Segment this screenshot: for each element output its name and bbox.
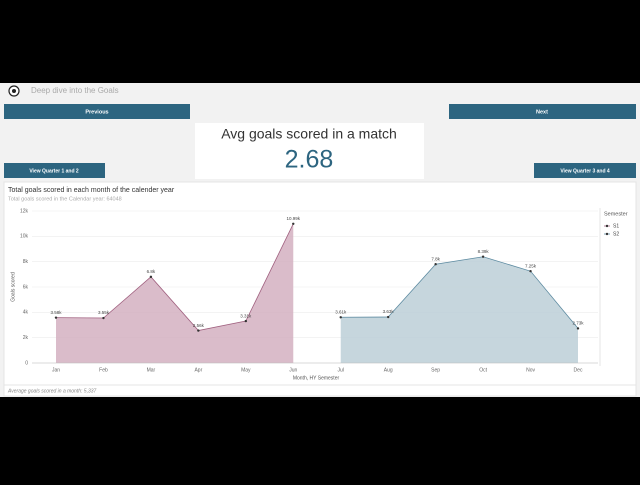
y-axis-label: Goals scored [10,272,16,302]
x-tick-label: Jan [52,367,60,373]
button-label: Previous [85,109,108,115]
data-point [54,316,58,319]
data-label: 10.99k [287,216,301,221]
x-tick-label: Sep [431,367,440,373]
data-point [102,316,105,320]
next-button[interactable]: Next [449,104,636,119]
data-label: 8.39k [478,249,490,254]
data-point [197,329,200,332]
x-tick-label: Nov [526,367,535,373]
data-label: 7.8k [431,256,440,261]
data-label: 3.63k [383,309,395,314]
ball-icon-center [12,89,16,93]
data-label: 2.73k [572,321,584,326]
button-bg [4,104,190,119]
button-bg [4,163,105,178]
data-point [339,316,342,319]
button-label: View Quarter 3 and 4 [560,168,610,174]
y-tick-label: 0 [25,360,28,366]
chart-footer: Average goals scored in a month: 5,337 [7,388,97,394]
kpi-value: 2.68 [285,146,334,174]
y-tick-label: 2k [23,335,29,341]
y-tick-label: 10k [20,234,29,240]
q12-button[interactable]: View Quarter 1 and 2 [4,163,105,178]
x-tick-label: Mar [147,367,156,373]
data-label: 3.31k [240,313,252,318]
x-tick-label: Aug [384,367,393,373]
chart-title: Total goals scored in each month of the … [8,187,175,194]
data-label: 3.55k [98,310,110,315]
data-point [244,319,248,323]
data-point [386,315,390,319]
area-fill [340,256,578,363]
chart-subtitle: Total goals scored in the Calendar year:… [8,196,122,202]
data-label: 2.56k [193,323,205,328]
x-tick-label: Apr [194,367,202,373]
y-tick-label: 4k [23,310,29,316]
legend-marker [605,232,609,236]
previous-button[interactable]: Previous [4,104,190,119]
x-tick-label: Jun [289,367,297,373]
data-point [434,263,437,266]
data-point [292,222,295,225]
y-tick-label: 6k [23,284,29,290]
data-point [576,327,580,330]
x-tick-label: Feb [99,367,108,373]
button-bg [534,163,636,178]
legend-label: S1 [613,223,619,229]
app-title: Deep dive into the Goals [31,86,119,95]
x-tick-label: May [241,367,251,373]
x-tick-label: Jul [338,367,344,373]
q34-button[interactable]: View Quarter 3 and 4 [534,163,636,178]
y-tick-label: 12k [20,208,29,214]
data-label: 7.25k [525,263,537,268]
data-label: 6.8k [147,269,156,274]
area-line [340,256,579,329]
data-label: 3.61k [335,309,347,314]
data-label: 3.58k [50,310,62,315]
legend-title: Semester [604,211,628,217]
area-line [55,223,294,332]
button-label: View Quarter 1 and 2 [29,168,79,174]
area-fill [56,223,294,363]
legend-marker [605,224,609,228]
button-label: Next [536,109,548,115]
x-tick-label: Oct [479,367,487,373]
data-point [149,275,153,279]
legend-label: S2 [613,231,619,237]
data-point [481,255,485,258]
x-tick-label: Dec [574,367,583,373]
y-tick-label: 8k [23,259,29,265]
kpi-card [195,123,424,179]
x-axis-label: Month, HY Semester [293,375,340,381]
data-point [529,269,532,273]
kpi-label: Avg goals scored in a match [221,126,397,142]
button-bg [449,104,636,119]
